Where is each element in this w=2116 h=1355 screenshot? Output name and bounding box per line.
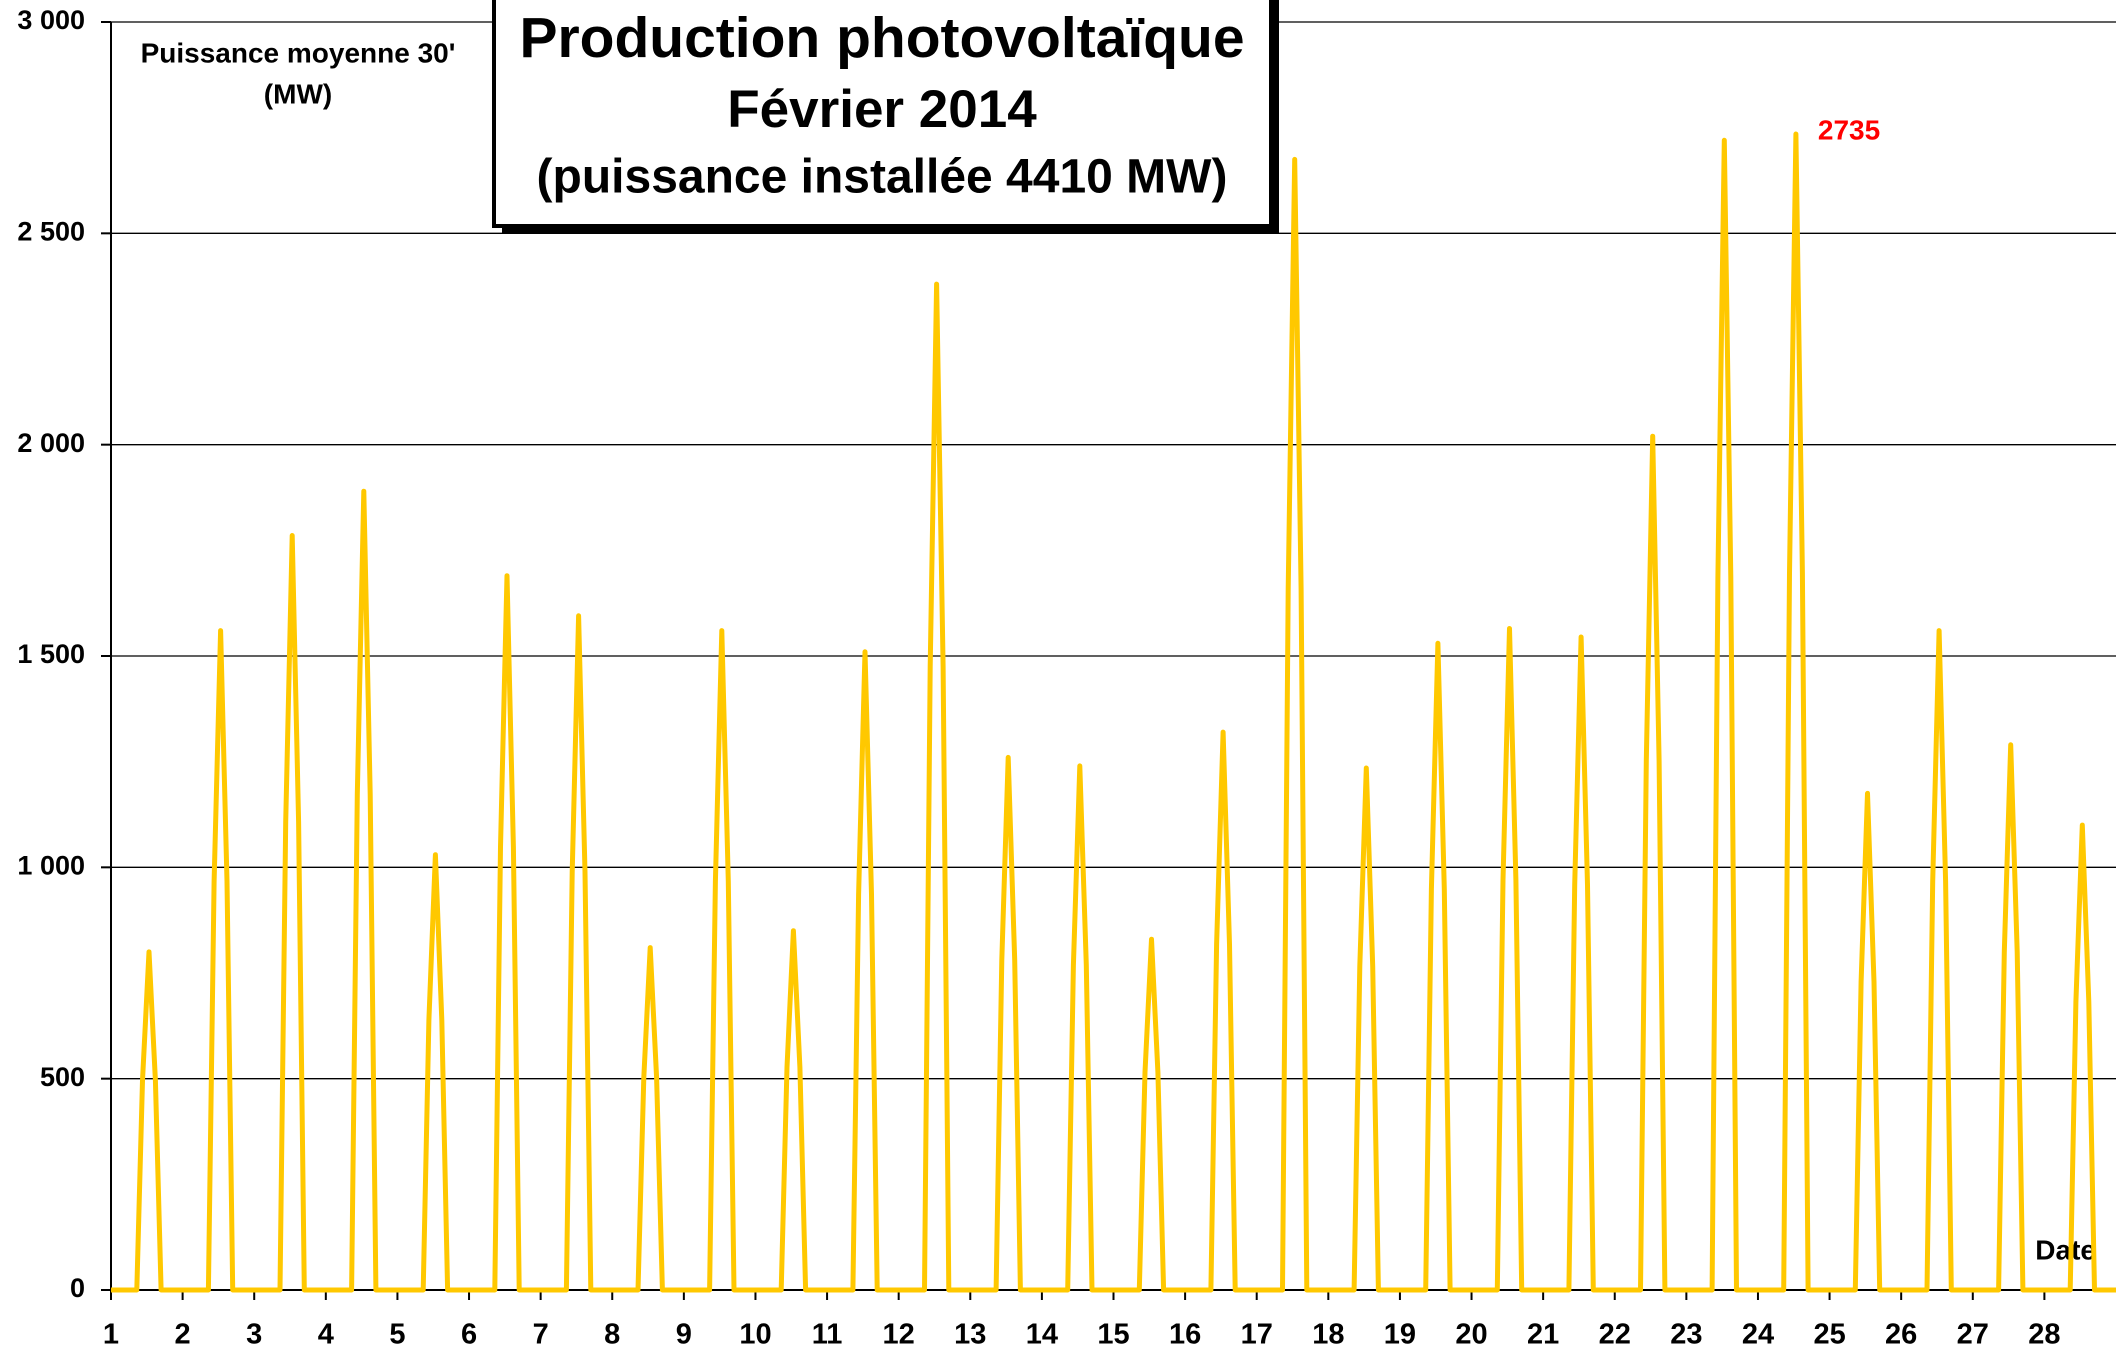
y-tick-label: 2 000: [17, 428, 85, 458]
x-tick-label: 5: [389, 1319, 405, 1351]
x-tick-label: 23: [1670, 1319, 1702, 1351]
x-tick-label: 25: [1813, 1319, 1845, 1351]
x-tick-label: 12: [883, 1319, 915, 1351]
x-tick-label: 2: [175, 1319, 191, 1351]
title-box: [492, 0, 1273, 228]
chart-note: (puissance installée 4410 MW): [537, 151, 1228, 204]
x-tick-label: 24: [1742, 1319, 1774, 1351]
series-line: [111, 131, 2116, 1293]
x-tick-label: 26: [1885, 1319, 1917, 1351]
x-tick-label: 22: [1599, 1319, 1631, 1351]
y-tick-label: 0: [70, 1273, 85, 1303]
x-axis-label: Date: [2035, 1234, 2096, 1265]
x-tick-label: 18: [1312, 1319, 1344, 1351]
x-tick-label: 14: [1026, 1319, 1058, 1351]
x-tick-label: 19: [1384, 1319, 1416, 1351]
x-tick-label: 20: [1455, 1319, 1487, 1351]
y-tick-label: 2 500: [17, 216, 85, 246]
chart-title: Production photovoltaïque: [519, 6, 1244, 70]
y-tick-label: 500: [40, 1062, 85, 1092]
annotation: 2735: [1818, 114, 1880, 145]
x-tick-label: 28: [2028, 1319, 2060, 1351]
x-tick-label: 27: [1957, 1319, 1989, 1351]
y-tick-label: 1 000: [17, 850, 85, 880]
x-tick-label: 16: [1169, 1319, 1201, 1351]
x-tick-label: 6: [461, 1319, 477, 1351]
x-tick-label: 13: [954, 1319, 986, 1351]
y-axis-label: Puissance moyenne 30': [141, 37, 456, 68]
x-tick-label: 8: [604, 1319, 620, 1351]
x-tick-label: 7: [533, 1319, 549, 1351]
x-tick-label: 3: [246, 1319, 262, 1351]
x-tick-label: 4: [318, 1319, 334, 1351]
y-tick-label: 3 000: [17, 5, 85, 35]
x-tick-label: 1: [103, 1319, 119, 1351]
x-tick-label: 17: [1241, 1319, 1273, 1351]
y-tick-label: 1 500: [17, 639, 85, 669]
x-tick-label: 15: [1097, 1319, 1129, 1351]
y-axis-label: (MW): [264, 78, 332, 109]
x-tick-label: 9: [676, 1319, 692, 1351]
x-tick-label: 21: [1527, 1319, 1559, 1351]
x-tick-label: 11: [812, 1319, 843, 1351]
x-tick-label: 10: [739, 1319, 771, 1351]
chart-subtitle: Février 2014: [727, 80, 1037, 139]
